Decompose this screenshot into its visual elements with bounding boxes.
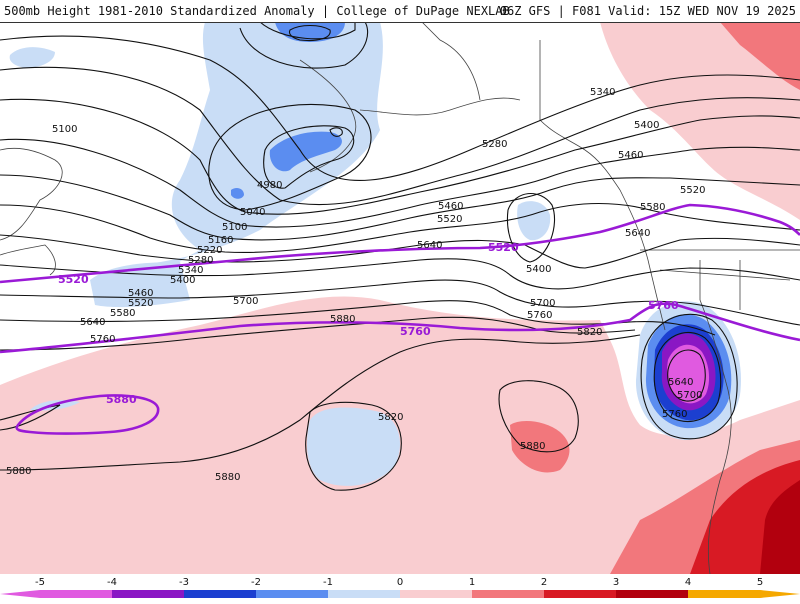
highlight-contours [0, 203, 800, 435]
contour-label: 5520 [437, 214, 462, 225]
contour-label: 5760 [662, 409, 687, 420]
contour-label: 5400 [634, 120, 659, 131]
colorbar-swatch [184, 590, 257, 598]
anomaly-map: 5100 4980 5040 5100 5160 5220 5280 5340 … [0, 22, 800, 574]
contour-label: 5100 [222, 222, 247, 233]
negative-anomaly-nw [9, 47, 55, 68]
model-run-info: 06Z GFS | F081 Valid: 15Z WED NOV 19 202… [499, 4, 796, 18]
highlight-label: 5880 [106, 393, 137, 406]
colorbar-tick-label: 5 [757, 577, 763, 588]
contour-label: 5460 [618, 150, 643, 161]
colorbar-right-arrow [760, 590, 800, 598]
highlight-label: 5520 [58, 273, 89, 286]
colorbar-tick-label: 3 [613, 577, 619, 588]
contour-label: 5820 [378, 412, 403, 423]
product-title: 500mb Height 1981-2010 Standardized Anom… [4, 4, 510, 18]
contour-label: 5460 [128, 288, 153, 299]
positive-anomaly-northeast [600, 22, 800, 220]
colorbar-swatch [328, 590, 401, 598]
contour-label: 5640 [625, 228, 650, 239]
anomaly-shading [0, 22, 800, 574]
contour-label: 5700 [233, 296, 258, 307]
contour-label: 5760 [90, 334, 115, 345]
colorbar-swatch [40, 590, 113, 598]
contour-5520 [0, 203, 800, 284]
contour-label: 5280 [482, 139, 507, 150]
positive-anomaly-southeast-3 [760, 480, 800, 574]
highlight-label: 5520 [488, 241, 519, 254]
contour-label: 5880 [215, 472, 240, 483]
contour-5880-west [15, 394, 160, 435]
colorbar-swatch [400, 590, 473, 598]
contour-label: 5400 [170, 275, 195, 286]
cutoff-low-shade-5 [667, 344, 710, 404]
colorbar-swatch [616, 590, 689, 598]
height-contours [0, 22, 800, 491]
contour-label: 4980 [257, 180, 282, 191]
contour-label: 5880 [520, 441, 545, 452]
colorbar-swatch [688, 590, 761, 598]
contour-label: 5880 [6, 466, 31, 477]
colorbar-tick-label: 2 [541, 577, 547, 588]
contour-label: 5700 [530, 298, 555, 309]
colorbar-swatch [256, 590, 329, 598]
contour-label: 5100 [52, 124, 77, 135]
map-header: 500mb Height 1981-2010 Standardized Anom… [0, 0, 800, 23]
contour-label: 5640 [668, 377, 693, 388]
colorbar-swatch [112, 590, 185, 598]
anomaly-colorbar: -5 -4 -3 -2 -1 0 1 2 3 4 5 [0, 574, 800, 600]
contour-label: 5160 [208, 235, 233, 246]
contour-labels: 5100 4980 5040 5100 5160 5220 5280 5340 … [6, 87, 705, 483]
positive-anomaly-subtropics [0, 296, 800, 574]
colorbar-tick-label: -5 [35, 577, 45, 588]
contour-label: 5520 [680, 185, 705, 196]
colorbar-tick-label: 0 [397, 577, 403, 588]
contour-label: 5220 [197, 245, 222, 256]
contour-label: 5760 [527, 310, 552, 321]
highlight-label: 5760 [400, 325, 431, 338]
positive-anomaly-northeast-2 [720, 22, 800, 90]
contour-label: 5640 [417, 240, 442, 251]
coastlines [0, 22, 800, 574]
contour-label: 5580 [640, 202, 665, 213]
colorbar-tick-labels: -5 -4 -3 -2 -1 0 1 2 3 4 5 [35, 577, 763, 588]
contour-label: 5640 [80, 317, 105, 328]
colorbar-left-arrow [0, 590, 40, 598]
contour-label: 5880 [330, 314, 355, 325]
contour-label: 5700 [677, 390, 702, 401]
colorbar-swatch [472, 590, 545, 598]
negative-anomaly-central [307, 407, 400, 486]
contour-label: 5040 [240, 207, 265, 218]
contour-5760 [0, 302, 800, 354]
contour-label: 5400 [526, 264, 551, 275]
contour-label: 5580 [110, 308, 135, 319]
colorbar-tick-label: -1 [323, 577, 333, 588]
colorbar-tick-label: 4 [685, 577, 691, 588]
highlight-label: 5760 [648, 299, 679, 312]
negative-anomaly-small [231, 187, 244, 199]
negative-anomaly-core [269, 131, 342, 172]
colorbar-tick-label: 1 [469, 577, 475, 588]
contour-label: 5820 [577, 327, 602, 338]
contour-label: 5460 [438, 201, 463, 212]
colorbar-swatch [544, 590, 617, 598]
colorbar-tick-label: -2 [251, 577, 261, 588]
colorbar-swatches [0, 590, 800, 598]
contour-label: 5280 [188, 255, 213, 266]
colorbar-tick-label: -3 [179, 577, 189, 588]
positive-anomaly-hawaii [510, 420, 570, 473]
colorbar-tick-label: -4 [107, 577, 117, 588]
contour-label: 5520 [128, 298, 153, 309]
contour-label: 5340 [178, 265, 203, 276]
contour-label: 5340 [590, 87, 615, 98]
